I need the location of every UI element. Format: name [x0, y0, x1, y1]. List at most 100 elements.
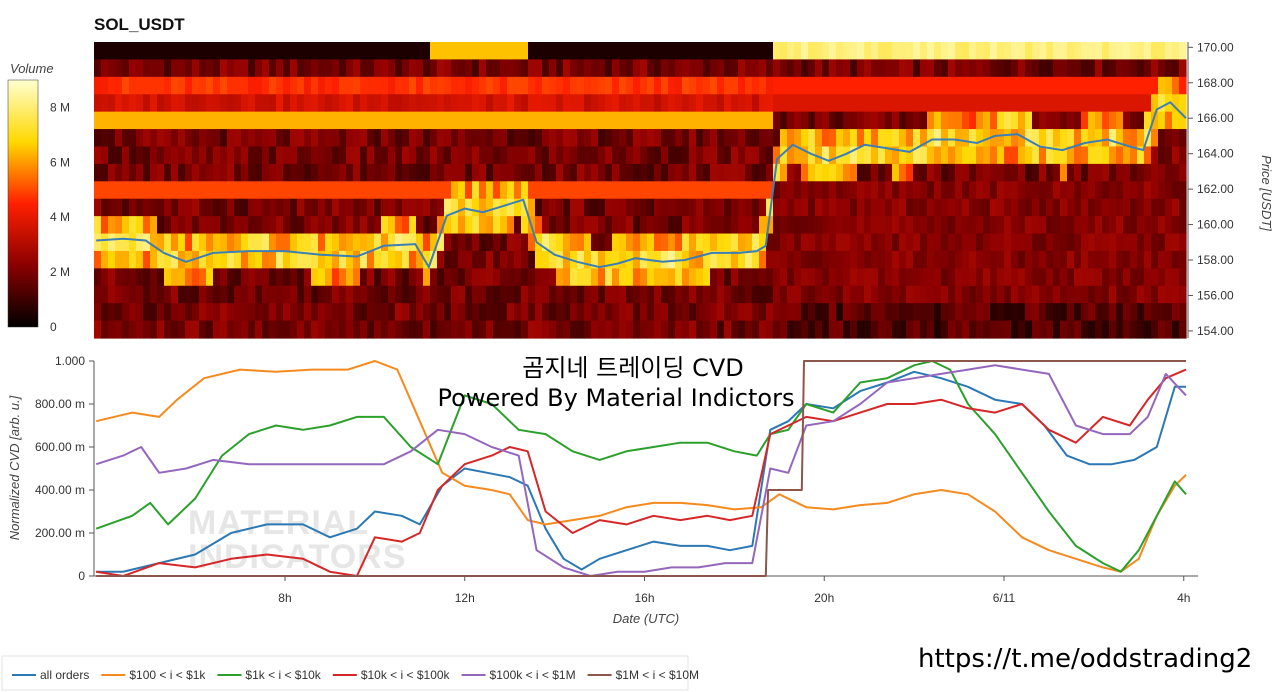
heatmap-cell	[150, 233, 158, 252]
heatmap-cell	[1088, 233, 1096, 252]
heatmap-cell	[598, 163, 606, 182]
heatmap-cell	[241, 163, 249, 182]
heatmap-cell	[213, 129, 221, 148]
heatmap-cell	[507, 250, 515, 269]
heatmap-cell	[773, 250, 781, 269]
heatmap-cell	[1046, 285, 1054, 304]
heatmap-cell	[990, 181, 998, 200]
heatmap-cell	[276, 163, 284, 182]
heatmap-cell	[955, 94, 963, 113]
heatmap-cell	[164, 198, 172, 217]
heatmap-cell	[493, 233, 501, 252]
heatmap-cell	[1025, 163, 1033, 182]
heatmap-cell	[1095, 129, 1103, 148]
heatmap-cell	[724, 320, 732, 339]
heatmap-cell	[717, 129, 725, 148]
heatmap-cell	[843, 268, 851, 287]
heatmap-cell	[759, 320, 767, 339]
heatmap-cell	[444, 129, 452, 148]
heatmap-cell	[675, 111, 683, 130]
heatmap-cell	[241, 268, 249, 287]
heatmap-cell	[1025, 233, 1033, 252]
heatmap-cell	[283, 250, 291, 269]
heatmap-cell	[325, 111, 333, 130]
heatmap-cell	[962, 42, 970, 61]
heatmap-cell	[836, 233, 844, 252]
heatmap-cell	[1011, 76, 1019, 95]
heatmap-cell	[402, 233, 410, 252]
heatmap-cell	[899, 285, 907, 304]
heatmap-cell	[1088, 285, 1096, 304]
heatmap-cell	[360, 216, 368, 235]
heatmap-cell	[220, 285, 228, 304]
heatmap-cell	[780, 76, 788, 95]
heatmap-cell	[1004, 42, 1012, 61]
heatmap-cell	[836, 250, 844, 269]
heatmap-cell	[675, 285, 683, 304]
heatmap-cell	[164, 129, 172, 148]
heatmap-cell	[94, 181, 102, 200]
heatmap-cell	[906, 146, 914, 165]
heatmap-cell	[136, 303, 144, 322]
heatmap-cell	[1060, 198, 1068, 217]
heatmap-cell	[430, 285, 438, 304]
heatmap-cell	[794, 250, 802, 269]
heatmap-cell	[1123, 250, 1131, 269]
heatmap-cell	[668, 181, 676, 200]
heatmap-cell	[815, 129, 823, 148]
heatmap-cell	[955, 233, 963, 252]
heatmap-cell	[213, 320, 221, 339]
heatmap-cell	[633, 129, 641, 148]
heatmap-cell	[458, 268, 466, 287]
heatmap-cell	[969, 303, 977, 322]
heatmap-cell	[773, 76, 781, 95]
footer-link[interactable]: https://t.me/oddstrading2	[918, 644, 1252, 674]
heatmap-cell	[815, 42, 823, 61]
heatmap-cell	[591, 146, 599, 165]
heatmap-cell	[1018, 216, 1026, 235]
heatmap-cell	[1179, 129, 1187, 148]
heatmap-cell	[766, 233, 774, 252]
heatmap-cell	[367, 163, 375, 182]
heatmap-cell	[409, 285, 417, 304]
heatmap-cell	[675, 268, 683, 287]
heatmap-cell	[339, 42, 347, 61]
heatmap-cell	[934, 94, 942, 113]
heatmap-cell	[500, 250, 508, 269]
heatmap-cell	[892, 233, 900, 252]
heatmap-cell	[647, 76, 655, 95]
heatmap-cell	[234, 303, 242, 322]
heatmap-cell	[913, 42, 921, 61]
heatmap-cell	[1053, 320, 1061, 339]
heatmap-cell	[990, 285, 998, 304]
heatmap-cell	[682, 181, 690, 200]
heatmap-cell	[458, 250, 466, 269]
heatmap-cell	[1032, 111, 1040, 130]
heatmap-cell	[339, 146, 347, 165]
heatmap-cell	[367, 129, 375, 148]
heatmap-cell	[297, 42, 305, 61]
heatmap-cell	[1060, 76, 1068, 95]
heatmap-cell	[409, 216, 417, 235]
heatmap-cell	[416, 59, 424, 78]
heatmap-cell	[731, 76, 739, 95]
heatmap-cell	[528, 111, 536, 130]
heatmap-cell	[1130, 111, 1138, 130]
heatmap-cell	[220, 94, 228, 113]
heatmap-cell	[1144, 59, 1152, 78]
heatmap-cell	[1011, 129, 1019, 148]
heatmap-cell	[1060, 163, 1068, 182]
heatmap-cell	[1109, 198, 1117, 217]
heatmap-cell	[1095, 94, 1103, 113]
heatmap-cell	[402, 42, 410, 61]
heatmap-cell	[948, 129, 956, 148]
heatmap-cell	[738, 111, 746, 130]
heatmap-cell	[1039, 42, 1047, 61]
colorbar-tick-label: 8 M	[50, 100, 70, 114]
heatmap-cell	[675, 163, 683, 182]
heatmap-cell	[465, 94, 473, 113]
heatmap-cell	[178, 198, 186, 217]
heatmap-cell	[857, 250, 865, 269]
heatmap-cell	[878, 146, 886, 165]
heatmap-cell	[1088, 250, 1096, 269]
